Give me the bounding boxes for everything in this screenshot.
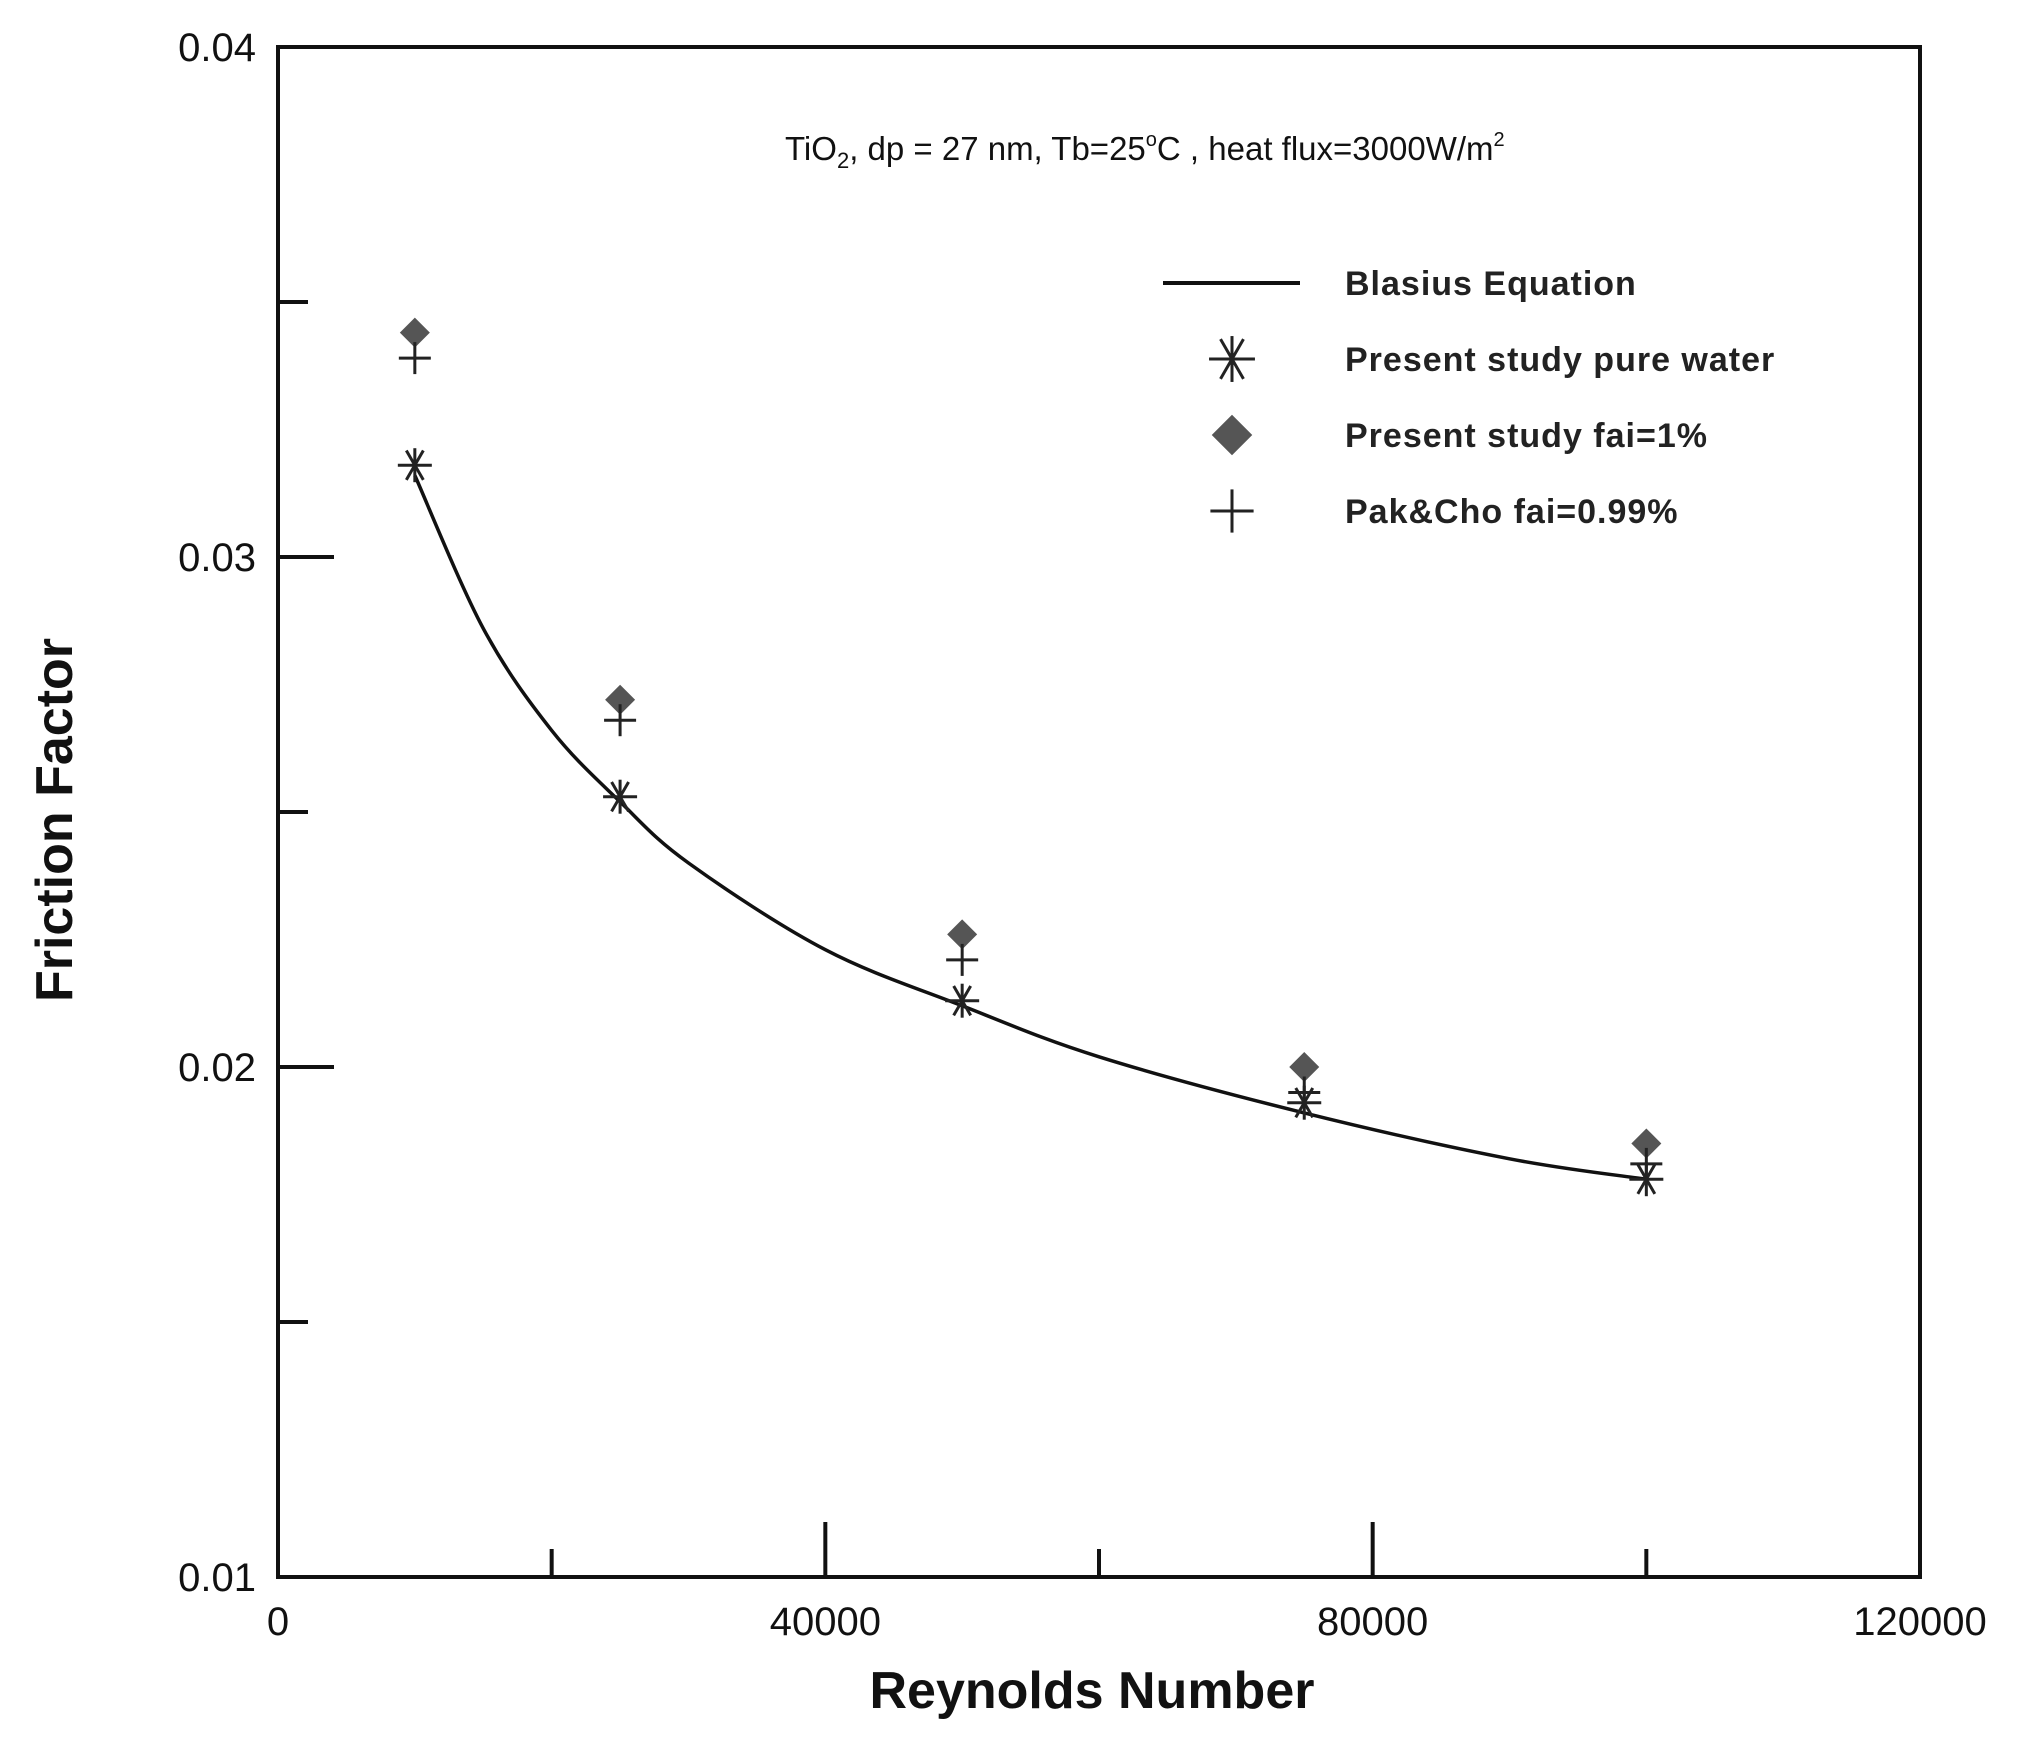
asterisk-marker: [945, 983, 980, 1018]
blasius-curve: [413, 474, 1647, 1181]
diamond-marker: [1289, 1052, 1320, 1082]
y-tick-label: 0.03: [178, 536, 256, 580]
asterisk-marker: [397, 448, 432, 483]
plus-marker: [946, 943, 979, 976]
legend-label: Present study pure water: [1345, 341, 1775, 379]
axis-ticks: [278, 300, 1649, 1577]
plus-marker: [1210, 489, 1254, 533]
legend-label: Pak&Cho fai=0.99%: [1345, 493, 1679, 531]
x-tick-label: 40000: [770, 1600, 881, 1644]
diamond-marker: [605, 684, 636, 715]
series-plus: [398, 342, 1663, 1180]
y-axis-title: Friction Factor: [26, 638, 84, 1002]
diamond-marker: [947, 919, 978, 950]
y-tick-label: 0.01: [178, 1556, 256, 1600]
legend: Blasius Equation Present study pure water…: [1163, 265, 1775, 533]
annotation-subscript: 2: [837, 148, 849, 173]
legend-label: Blasius Equation: [1345, 265, 1637, 303]
series-asterisk: [397, 448, 1664, 1197]
legend-label: Present study fai=1%: [1345, 417, 1708, 455]
chart-annotation: TiO2, dp = 27 nm, Tb=25oC , heat flux=30…: [785, 129, 1505, 173]
plus-marker: [1630, 1147, 1663, 1180]
data-series: [397, 317, 1664, 1197]
x-axis-title: Reynolds Number: [870, 1662, 1315, 1720]
plus-marker: [604, 704, 637, 737]
annotation-part: C , heat flux=3000W/m: [1157, 130, 1494, 167]
plus-marker: [1288, 1076, 1321, 1109]
plus-marker: [398, 342, 431, 375]
x-tick-label: 120000: [1853, 1600, 1986, 1644]
asterisk-marker: [603, 779, 638, 814]
y-tick-label: 0.02: [178, 1046, 256, 1090]
diamond-marker: [399, 317, 430, 348]
x-tick-label: 80000: [1317, 1600, 1428, 1644]
axis-tick-labels: 0 40000 80000 120000 0.01 0.02 0.03 0.04: [178, 26, 1987, 1644]
annotation-part: , dp = 27 nm, Tb=25: [849, 130, 1146, 167]
annotation-superscript: 2: [1494, 129, 1505, 151]
diamond-marker: [1211, 414, 1253, 456]
annotation-superscript: o: [1146, 129, 1157, 151]
plot-frame: [276, 45, 1922, 1579]
x-tick-label: 0: [267, 1600, 289, 1644]
diamond-marker: [1631, 1128, 1662, 1159]
asterisk-marker: [1209, 336, 1255, 382]
annotation-part: TiO: [785, 130, 837, 167]
series-diamond: [399, 317, 1662, 1159]
y-tick-label: 0.04: [178, 26, 256, 70]
